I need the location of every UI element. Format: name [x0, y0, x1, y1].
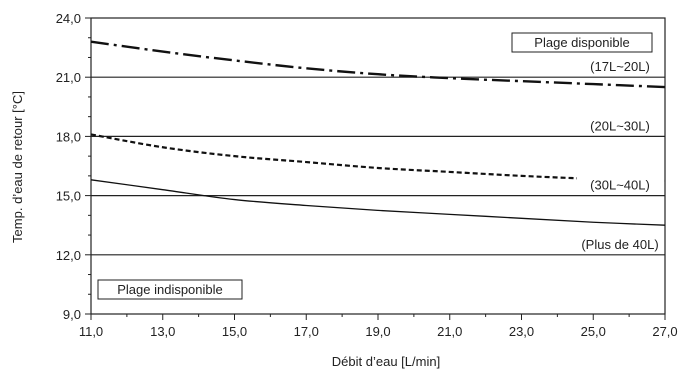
series-line-2 [90, 179, 666, 226]
unavailable-range-box [97, 279, 243, 300]
threshold-label-bg-0 [577, 58, 663, 75]
y-tick-label-2: 15,0 [56, 189, 81, 204]
x-tick-label-1: 13,0 [150, 324, 175, 339]
threshold-label-0: (17L~20L) [590, 59, 650, 74]
x-tick-label-3: 17,0 [294, 324, 319, 339]
available-range-box [511, 32, 653, 53]
threshold-label-bg-2 [577, 176, 663, 193]
axes: 11,0 13,0 15,0 17,0 19,0 21,0 23,0 25,0 27,0 9,0 1… [56, 11, 678, 339]
threshold-label-bg-3 [577, 235, 663, 252]
unavailable-range-label: Plage indisponible [117, 282, 223, 297]
y-tick-label-0: 9,0 [63, 307, 81, 322]
x-tick-label-6: 23,0 [509, 324, 534, 339]
x-tick-label-2: 15,0 [222, 324, 247, 339]
x-axis-title: Débit d’eau [L/min] [332, 354, 440, 369]
x-tick-label-4: 19,0 [365, 324, 390, 339]
threshold-label-2: (30L~40L) [590, 178, 650, 193]
series-line-1 [90, 133, 666, 182]
threshold-label-3: (Plus de 40L) [581, 237, 658, 252]
threshold-label-1: (20L~30L) [590, 118, 650, 133]
series-line-0 [90, 40, 666, 89]
y-tick-label-5: 24,0 [56, 11, 81, 26]
gridlines [91, 76, 665, 256]
threshold-label-bg-1 [577, 117, 663, 134]
x-tick-label-7: 25,0 [581, 324, 606, 339]
y-tick-label-1: 12,0 [56, 248, 81, 263]
available-range-label: Plage disponible [534, 35, 629, 50]
range-annotations: Plage disponible Plage indisponible [97, 32, 653, 300]
x-tick-label-0: 11,0 [79, 324, 103, 339]
x-tick-label-8: 27,0 [652, 324, 677, 339]
y-tick-label-4: 21,0 [56, 70, 81, 85]
series-lines [90, 40, 666, 226]
threshold-labels: (17L~20L) (20L~30L) (30L~40L) (Plus de 40L) [577, 58, 663, 252]
x-tick-label-5: 21,0 [437, 324, 462, 339]
y-axis-title: Temp. d’eau de retour [°C] [10, 91, 25, 243]
y-tick-label-3: 18,0 [56, 129, 81, 144]
